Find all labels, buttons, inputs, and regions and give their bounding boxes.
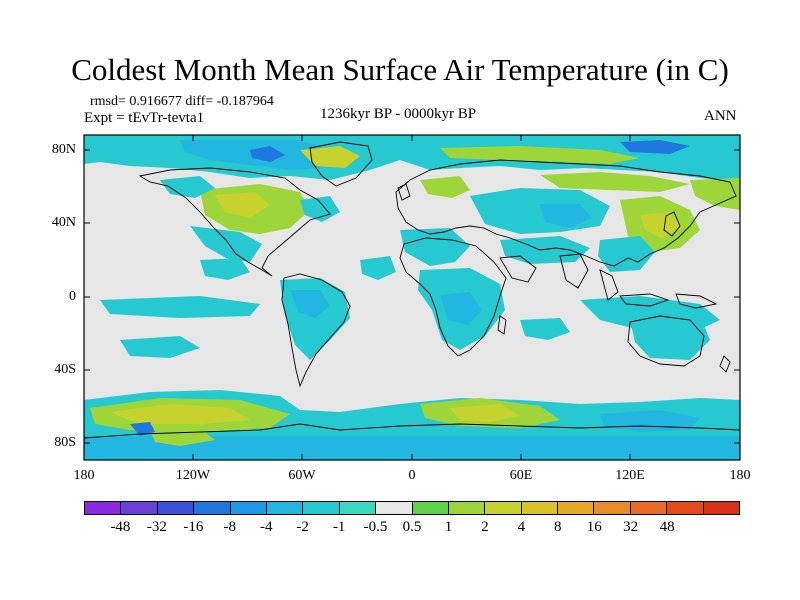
colorbar-label: -32 — [146, 519, 167, 535]
colorbar-label: -2 — [296, 519, 309, 535]
stats-readout: rmsd= 0.916677 diff= -0.187964 — [90, 94, 274, 109]
colorbar-swatch — [194, 502, 231, 514]
colorbar-swatch — [448, 502, 486, 514]
colorbar-label: -4 — [259, 519, 273, 535]
x-label-60e: 60E — [509, 468, 533, 483]
colorbar-label: 16 — [586, 519, 602, 535]
colorbar-swatch — [594, 502, 631, 514]
period-label: 1236kyr BP - 0000kyr BP — [320, 106, 477, 122]
colorbar-swatch — [339, 502, 377, 514]
colorbar-label: 4 — [517, 519, 526, 535]
x-label-180w: 180 — [73, 468, 95, 483]
colorbar-swatch — [412, 502, 449, 514]
colorbar-swatch — [266, 502, 304, 514]
y-label-80s: 80S — [54, 435, 76, 450]
season-label: ANN — [704, 108, 737, 124]
colorbar-swatch — [667, 502, 704, 514]
anomaly-fields — [84, 135, 740, 460]
x-label-120w: 120W — [175, 468, 211, 483]
colorbar-label: -8 — [223, 519, 237, 535]
colorbar-swatch — [521, 502, 559, 514]
colorbar-swatch — [630, 502, 668, 514]
colorbar-swatch — [376, 502, 413, 514]
colorbar-swatch — [230, 502, 267, 514]
x-label-0: 0 — [408, 468, 416, 483]
colorbar-label: 48 — [659, 519, 675, 535]
colorbar-label: 1 — [444, 519, 453, 535]
colorbar-label: -0.5 — [363, 519, 388, 535]
colorbar — [84, 501, 740, 515]
colorbar-swatch — [157, 502, 195, 514]
colorbar-swatch — [485, 502, 522, 514]
axis-ticks — [84, 135, 740, 460]
y-label-0: 0 — [69, 289, 76, 304]
colorbar-swatch — [558, 502, 595, 514]
colorbar-swatch — [121, 502, 158, 514]
colorbar-swatch — [303, 502, 340, 514]
colorbar-label: 0.5 — [402, 519, 422, 535]
x-label-180e: 180 — [729, 468, 751, 483]
coastlines — [84, 141, 740, 439]
y-label-40n: 40N — [51, 215, 76, 230]
colorbar-swatch — [703, 502, 740, 514]
colorbar-label: 2 — [481, 519, 489, 535]
colorbar-label: 32 — [623, 519, 639, 535]
map-title: Coldest Month Mean Surface Air Temperatu… — [71, 52, 729, 87]
colorbar-label: -48 — [110, 519, 131, 535]
y-label-40s: 40S — [54, 362, 76, 377]
x-label-60w: 60W — [288, 468, 316, 483]
colorbar-label: -16 — [183, 519, 204, 535]
x-label-120e: 120E — [615, 468, 645, 483]
colorbar-label: 8 — [554, 519, 562, 535]
experiment-label: Expt = tEvTr-tevta1 — [84, 110, 205, 126]
colorbar-swatch — [85, 502, 122, 514]
y-label-80n: 80N — [51, 142, 76, 157]
colorbar-label: -1 — [332, 519, 346, 535]
